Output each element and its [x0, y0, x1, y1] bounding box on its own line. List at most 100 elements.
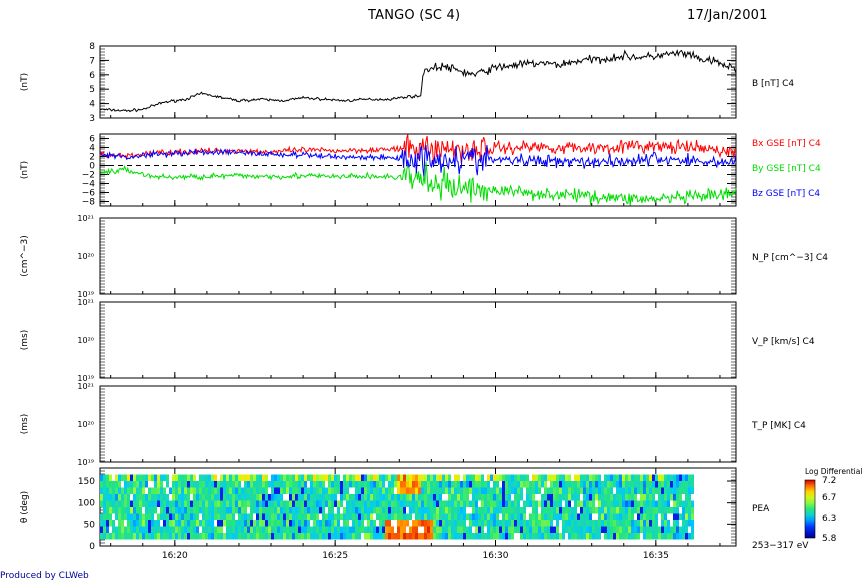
heatmap-cell [661, 526, 664, 533]
heatmap-cell [376, 494, 379, 501]
heatmap-cell [136, 474, 139, 481]
heatmap-cell [229, 526, 232, 533]
heatmap-cell [610, 474, 613, 481]
heatmap-cell [163, 513, 166, 520]
heatmap-cell [235, 474, 238, 481]
heatmap-cell [442, 526, 445, 533]
heatmap-cell [649, 533, 652, 540]
heatmap-cell [451, 513, 454, 520]
heatmap-cell [553, 533, 556, 540]
heatmap-cell [433, 526, 436, 533]
heatmap-cell [466, 474, 469, 481]
heatmap-cell [406, 481, 409, 488]
heatmap-cell [463, 520, 466, 527]
heatmap-cell [559, 474, 562, 481]
heatmap-cell [130, 481, 133, 488]
heatmap-cell [559, 481, 562, 488]
heatmap-cell [157, 487, 160, 494]
heatmap-cell [502, 513, 505, 520]
heatmap-cell [415, 474, 418, 481]
heatmap-cell [472, 481, 475, 488]
heatmap-cell [121, 500, 124, 507]
heatmap-cell [343, 507, 346, 514]
heatmap-cell [619, 500, 622, 507]
heatmap-cell [118, 487, 121, 494]
heatmap-cell [673, 500, 676, 507]
heatmap-cell [295, 474, 298, 481]
heatmap-cell [328, 533, 331, 540]
heatmap-cell [637, 487, 640, 494]
heatmap-cell [112, 487, 115, 494]
heatmap-cell [649, 481, 652, 488]
heatmap-cell [340, 533, 343, 540]
heatmap-cell [673, 526, 676, 533]
heatmap-cell [388, 487, 391, 494]
heatmap-cell [340, 487, 343, 494]
heatmap-cell [409, 500, 412, 507]
heatmap-cell [550, 533, 553, 540]
heatmap-cell [580, 507, 583, 514]
heatmap-cell [166, 481, 169, 488]
heatmap-cell [298, 500, 301, 507]
heatmap-cell [271, 500, 274, 507]
heatmap-cell [346, 494, 349, 501]
heatmap-cell [553, 494, 556, 501]
heatmap-cell [607, 481, 610, 488]
heatmap-cell [307, 474, 310, 481]
heatmap-cell [544, 474, 547, 481]
heatmap-cell [475, 507, 478, 514]
heatmap-cell [580, 513, 583, 520]
heatmap-cell [199, 507, 202, 514]
heatmap-cell [418, 520, 421, 527]
heatmap-cell [328, 500, 331, 507]
heatmap-cell [376, 487, 379, 494]
heatmap-cell [400, 513, 403, 520]
heatmap-cell [556, 513, 559, 520]
heatmap-cell [451, 494, 454, 501]
heatmap-cell [502, 507, 505, 514]
heatmap-cell [139, 533, 142, 540]
heatmap-cell [340, 481, 343, 488]
heatmap-cell [145, 507, 148, 514]
heatmap-cell [664, 526, 667, 533]
heatmap-cell [373, 500, 376, 507]
heatmap-cell [109, 507, 112, 514]
heatmap-cell [643, 513, 646, 520]
heatmap-cell [289, 533, 292, 540]
heatmap-cell [274, 526, 277, 533]
heatmap-cell [133, 481, 136, 488]
heatmap-cell [157, 513, 160, 520]
heatmap-cell [589, 513, 592, 520]
heatmap-cell [535, 520, 538, 527]
heatmap-cell [418, 513, 421, 520]
heatmap-cell [658, 474, 661, 481]
heatmap-cell [271, 487, 274, 494]
heatmap-cell [217, 507, 220, 514]
heatmap-cell [313, 533, 316, 540]
heatmap-cell [673, 513, 676, 520]
heatmap-cell [517, 526, 520, 533]
heatmap-cell [592, 526, 595, 533]
heatmap-cell [568, 481, 571, 488]
heatmap-cell [523, 533, 526, 540]
heatmap-cell [433, 481, 436, 488]
heatmap-cell [487, 513, 490, 520]
heatmap-cell [583, 487, 586, 494]
heatmap-cell [394, 513, 397, 520]
heatmap-cell [298, 507, 301, 514]
heatmap-cell [418, 507, 421, 514]
tick-label: 3 [89, 114, 95, 124]
heatmap-cell [403, 533, 406, 540]
heatmap-cell [589, 474, 592, 481]
heatmap-cell [505, 507, 508, 514]
heatmap-cell [685, 513, 688, 520]
heatmap-cell [652, 520, 655, 527]
heatmap-cell [655, 513, 658, 520]
heatmap-cell [148, 526, 151, 533]
heatmap-cell [586, 533, 589, 540]
heatmap-cell [511, 533, 514, 540]
panel-frame-tp [99, 385, 737, 463]
heatmap-cell [241, 474, 244, 481]
heatmap-cell [658, 500, 661, 507]
colorbar-tick-label: 6.7 [822, 493, 836, 503]
